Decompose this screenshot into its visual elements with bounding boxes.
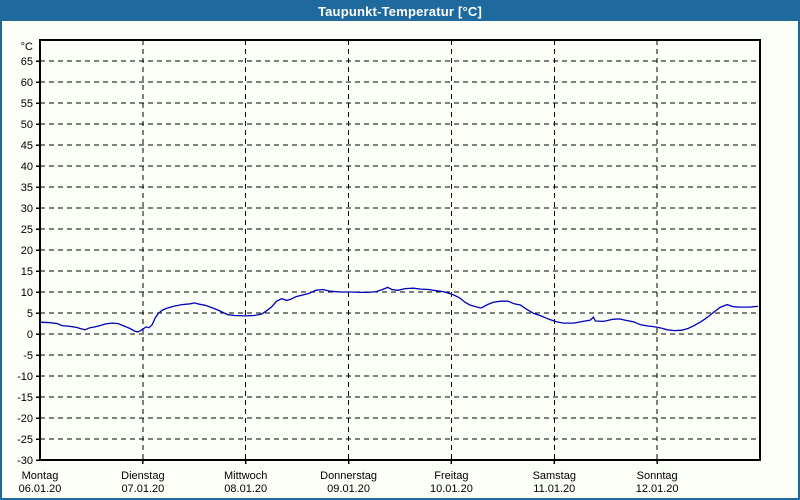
x-date-label: 06.01.20 (19, 483, 62, 495)
y-tick-label: 60 (21, 77, 33, 89)
y-tick-label: 40 (21, 161, 33, 173)
y-axis-unit-label: °C (21, 41, 33, 53)
y-tick-label: 30 (21, 203, 33, 215)
x-date-label: 12.01.20 (636, 483, 679, 495)
y-tick-label: 0 (27, 329, 33, 341)
window-title: Taupunkt-Temperatur [°C] (317, 4, 483, 19)
y-tick-label: 65 (21, 56, 33, 68)
y-tick-label: 45 (21, 140, 33, 152)
x-date-label: 10.01.20 (430, 483, 473, 495)
x-day-label: Dienstag (121, 470, 164, 482)
y-tick-label: -30 (17, 455, 33, 467)
y-tick-label: -10 (17, 371, 33, 383)
y-tick-label: 10 (21, 287, 33, 299)
x-day-label: Freitag (434, 470, 468, 482)
y-tick-label: 55 (21, 98, 33, 110)
chart-container: -30 -25 -20 -15 -10 -5 0 5 10 15 20 25 30 35 40 45 50 55 6… (2, 21, 798, 498)
plot-frame (39, 39, 761, 461)
x-date-label: 07.01.20 (121, 483, 164, 495)
y-tick-label: 5 (27, 308, 33, 320)
dewpoint-line (39, 286, 758, 333)
x-day-label: Montag (22, 470, 59, 482)
x-day-label: Donnerstag (320, 470, 377, 482)
x-date-label: 09.01.20 (327, 483, 370, 495)
window-title-bar: Taupunkt-Temperatur [°C] (2, 2, 798, 21)
y-tick-label: 20 (21, 245, 33, 257)
y-tick-label: -5 (23, 350, 33, 362)
y-tick-label: 35 (21, 182, 33, 194)
y-tick-label: -25 (17, 434, 33, 446)
x-day-label: Sonntag (637, 470, 678, 482)
y-tick-label: -15 (17, 392, 33, 404)
x-date-label: 11.01.20 (533, 483, 575, 495)
dewpoint-chart: -30 -25 -20 -15 -10 -5 0 5 10 15 20 25 30 35 40 45 50 55 6… (17, 39, 761, 495)
y-tick-label: 15 (21, 266, 33, 278)
y-tick-label: 25 (21, 224, 33, 236)
x-date-label: 08.01.20 (224, 483, 267, 495)
y-tick-label: -20 (17, 413, 33, 425)
x-day-label: Mittwoch (224, 470, 267, 482)
x-day-label: Samstag (533, 470, 576, 482)
y-tick-label: 50 (21, 119, 33, 131)
